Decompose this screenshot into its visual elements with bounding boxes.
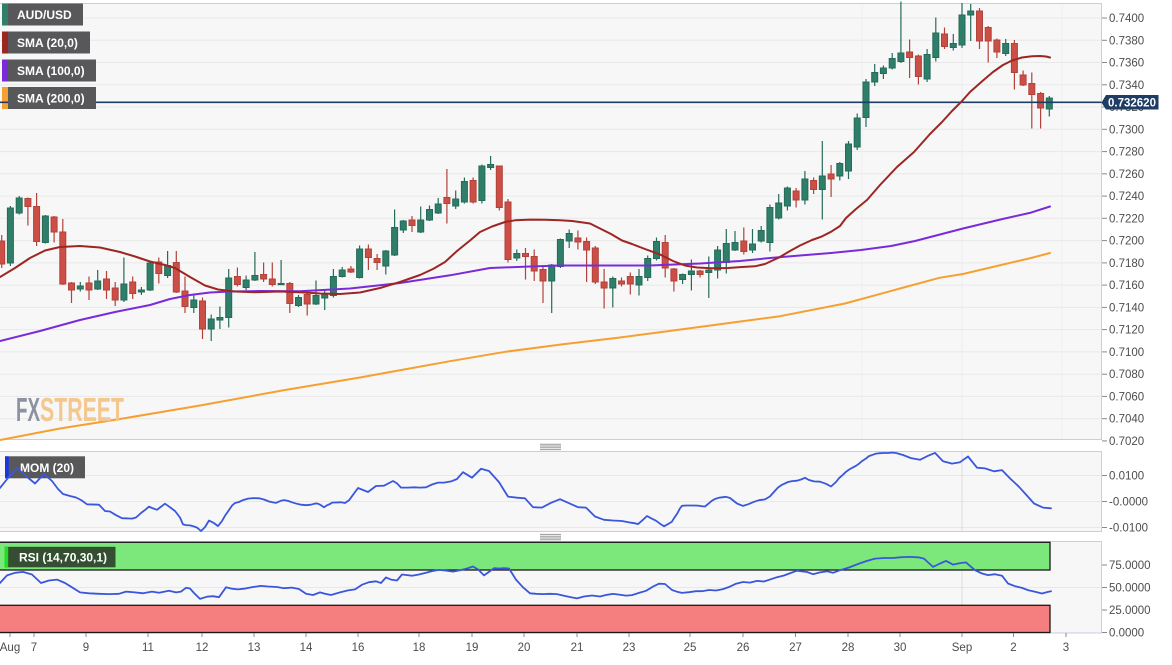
svg-text:0.7380: 0.7380 [1109, 35, 1144, 47]
svg-text:7: 7 [31, 642, 37, 654]
svg-text:0.7400: 0.7400 [1109, 13, 1144, 25]
svg-text:18: 18 [413, 642, 426, 654]
svg-text:0.7160: 0.7160 [1109, 280, 1144, 292]
svg-text:STREET: STREET [40, 391, 124, 428]
svg-text:12: 12 [196, 642, 209, 654]
svg-text:2: 2 [1010, 642, 1016, 654]
svg-text:0.0000: 0.0000 [1109, 628, 1144, 640]
svg-text:50.0000: 50.0000 [1109, 583, 1151, 595]
svg-text:30: 30 [894, 642, 907, 654]
svg-text:Aug: Aug [0, 642, 20, 654]
svg-text:SMA (20,0): SMA (20,0) [17, 36, 78, 50]
svg-text:0.7180: 0.7180 [1109, 258, 1144, 270]
svg-text:0.7120: 0.7120 [1109, 325, 1144, 337]
svg-text:75.0000: 75.0000 [1109, 560, 1151, 572]
svg-text:0.7280: 0.7280 [1109, 147, 1144, 159]
svg-text:3: 3 [1063, 642, 1069, 654]
svg-text:0.7080: 0.7080 [1109, 369, 1144, 381]
svg-text:0.7360: 0.7360 [1109, 58, 1144, 70]
svg-text:SMA (100,0): SMA (100,0) [17, 64, 85, 78]
svg-text:28: 28 [842, 642, 855, 654]
svg-text:23: 23 [623, 642, 636, 654]
svg-text:0.7240: 0.7240 [1109, 191, 1144, 203]
svg-text:0.7300: 0.7300 [1109, 124, 1144, 136]
svg-text:26: 26 [737, 642, 750, 654]
svg-text:0.7040: 0.7040 [1109, 414, 1144, 426]
svg-text:0.7140: 0.7140 [1109, 302, 1144, 314]
svg-text:11: 11 [142, 642, 154, 654]
svg-text:0.7060: 0.7060 [1109, 391, 1144, 403]
svg-text:SMA (200,0): SMA (200,0) [17, 92, 85, 106]
svg-text:9: 9 [83, 642, 89, 654]
svg-text:0.7200: 0.7200 [1109, 236, 1144, 248]
svg-text:0.7340: 0.7340 [1109, 80, 1144, 92]
svg-text:20: 20 [518, 642, 531, 654]
svg-text:19: 19 [466, 642, 479, 654]
svg-text:MOM (20): MOM (20) [20, 461, 74, 475]
svg-text:16: 16 [352, 642, 365, 654]
svg-text:25: 25 [684, 642, 697, 654]
svg-text:0.7100: 0.7100 [1109, 347, 1144, 359]
svg-text:AUD/USD: AUD/USD [17, 8, 72, 22]
svg-text:21: 21 [571, 642, 584, 654]
svg-text:25.0000: 25.0000 [1109, 605, 1151, 617]
svg-text:13: 13 [248, 642, 261, 654]
svg-text:14: 14 [300, 642, 313, 654]
svg-text:0.7020: 0.7020 [1109, 436, 1144, 448]
svg-text:FX: FX [16, 391, 40, 428]
svg-text:0.0100: 0.0100 [1109, 471, 1144, 483]
svg-text:27: 27 [789, 642, 802, 654]
svg-text:-0.0100: -0.0100 [1109, 523, 1148, 535]
svg-text:0.7220: 0.7220 [1109, 213, 1144, 225]
svg-text:0.7260: 0.7260 [1109, 169, 1144, 181]
svg-text:Sep: Sep [952, 642, 972, 654]
svg-text:0.732620: 0.732620 [1108, 98, 1156, 110]
svg-text:RSI (14,70,30,1): RSI (14,70,30,1) [19, 551, 107, 565]
svg-text:-0.0000: -0.0000 [1109, 497, 1148, 509]
